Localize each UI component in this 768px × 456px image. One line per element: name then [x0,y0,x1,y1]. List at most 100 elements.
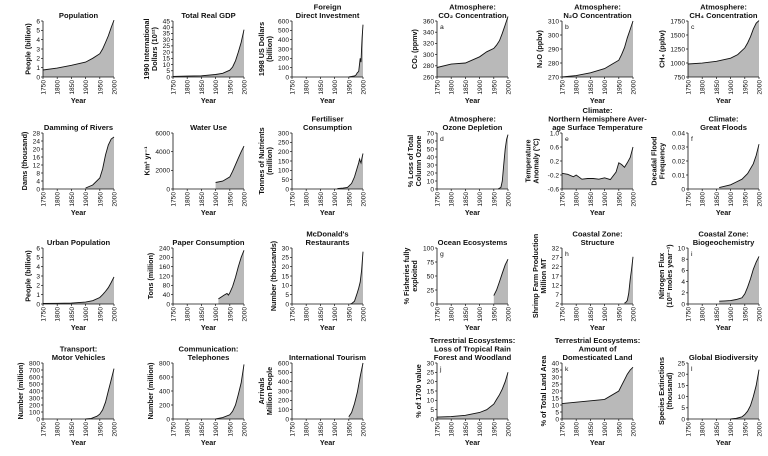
series-area [173,29,244,77]
x-tick-label: 1950 [346,80,353,95]
x-tick-label: 1800 [449,80,456,95]
y-axis-label: (billion) [265,35,274,62]
y-tick-label: 10 [282,283,290,290]
x-tick-label: 1900 [602,422,609,437]
x-axis-label: Year [590,96,605,105]
x-tick-label: 1850 [714,307,721,322]
x-tick-label: 1900 [83,80,90,95]
series-line [337,153,364,190]
y-tick-label: 280 [423,63,434,70]
y-tick-label: 1000 [670,60,685,67]
y-axis-label: % Loss of Total [406,135,415,188]
y-axis-label: Tons (million) [146,252,155,299]
panel-title: Global Biodiversity [689,353,759,362]
y-tick-label: 0.03 [672,144,685,151]
panel-letter: c [691,24,695,31]
y-tick-label: 0 [285,74,289,81]
y-tick-label: 300 [548,32,559,39]
series-area [215,146,244,189]
x-tick-label: 1950 [491,422,498,437]
y-tick-label: 2 [36,283,40,290]
x-tick-label: 1900 [602,307,609,322]
x-tick-label: 2000 [361,80,368,95]
panel-title: Restaurants [306,238,350,247]
x-tick-label: 1950 [742,422,749,437]
y-tick-label: 60 [427,138,435,145]
panel-title: Coastal Zone: [572,230,622,239]
panel-title: Water Use [190,123,227,132]
y-tick-label: 25 [427,287,435,294]
y-tick-label: 6 [36,18,40,25]
y-tick-label: 8 [681,257,685,264]
series-line [561,146,634,181]
y-axis-label: Number (million) [146,362,155,420]
y-tick-label: 7 [555,292,559,299]
x-tick-label: 1750 [290,307,297,322]
panel-12: Climate:Great Floods 0 0.01 0.02 0.03 0.04 175… [650,115,764,218]
x-tick-label: 1750 [686,307,693,322]
panel-24: Global Biodiversity 0 5 10 15 20 25 1750 1800 185… [657,353,764,447]
x-tick-label: 2000 [757,192,764,207]
y-tick-label: 3 [36,273,40,280]
x-axis-label: Year [716,438,731,447]
x-tick-label: 1850 [69,80,76,95]
panel-title: McDonald's [306,230,348,239]
y-tick-label: 30 [163,37,171,44]
y-tick-label: 50 [427,273,435,280]
x-tick-label: 1850 [318,80,325,95]
panel-title: Communication: [179,345,239,354]
y-axis-label: People (billion) [23,23,32,75]
panel-title: Northern Hemisphere Aver- [548,115,647,124]
y-axis-label: Temperature [524,139,533,182]
x-tick-label: 1800 [185,422,192,437]
x-tick-label: 1950 [616,422,623,437]
series-area [493,259,508,304]
x-tick-label: 1800 [185,192,192,207]
x-tick-label: 1800 [574,422,581,437]
x-tick-label: 1850 [69,192,76,207]
panel-letter: k [565,366,569,373]
x-tick-label: 2000 [506,307,513,322]
y-axis-label: % of Total Land Area [539,355,548,427]
x-tick-label: 1950 [97,422,104,437]
y-tick-label: 500 [278,28,289,35]
y-tick-label: 0 [166,74,170,81]
x-tick-label: 1850 [199,422,206,437]
y-tick-label: 1500 [670,32,685,39]
x-tick-label: 2000 [757,307,764,322]
y-tick-label: 700 [29,367,40,374]
panel-title: Foreign [314,3,342,12]
y-tick-label: 0 [430,301,434,308]
x-tick-label: 2000 [361,307,368,322]
y-tick-label: 10 [678,245,686,252]
y-tick-label: 5 [285,292,289,299]
y-tick-label: 6000 [155,130,170,137]
panel-title: Consumption [303,123,352,132]
x-tick-label: 1800 [304,80,311,95]
y-tick-label: 27 [552,255,560,262]
series-line [719,256,760,302]
y-tick-label: 30 [552,374,560,381]
y-axis-label: N₂O (ppbv) [535,29,544,68]
x-tick-label: 1900 [83,422,90,437]
series-line [42,276,115,304]
series-area [562,21,633,77]
series-area [215,364,244,419]
y-tick-label: 50 [427,146,435,153]
y-tick-label: 2000 [155,168,170,175]
x-tick-label: 1900 [332,422,339,437]
x-axis-label: Year [716,323,731,332]
y-tick-label: 15 [282,273,290,280]
x-tick-label: 1900 [477,192,484,207]
x-tick-label: 1950 [742,307,749,322]
y-tick-label: 22 [552,264,560,271]
panel-title: Climate: [709,115,739,124]
series-line [172,29,245,77]
x-tick-label: 1800 [700,422,707,437]
y-axis-label: Million People [265,367,274,415]
